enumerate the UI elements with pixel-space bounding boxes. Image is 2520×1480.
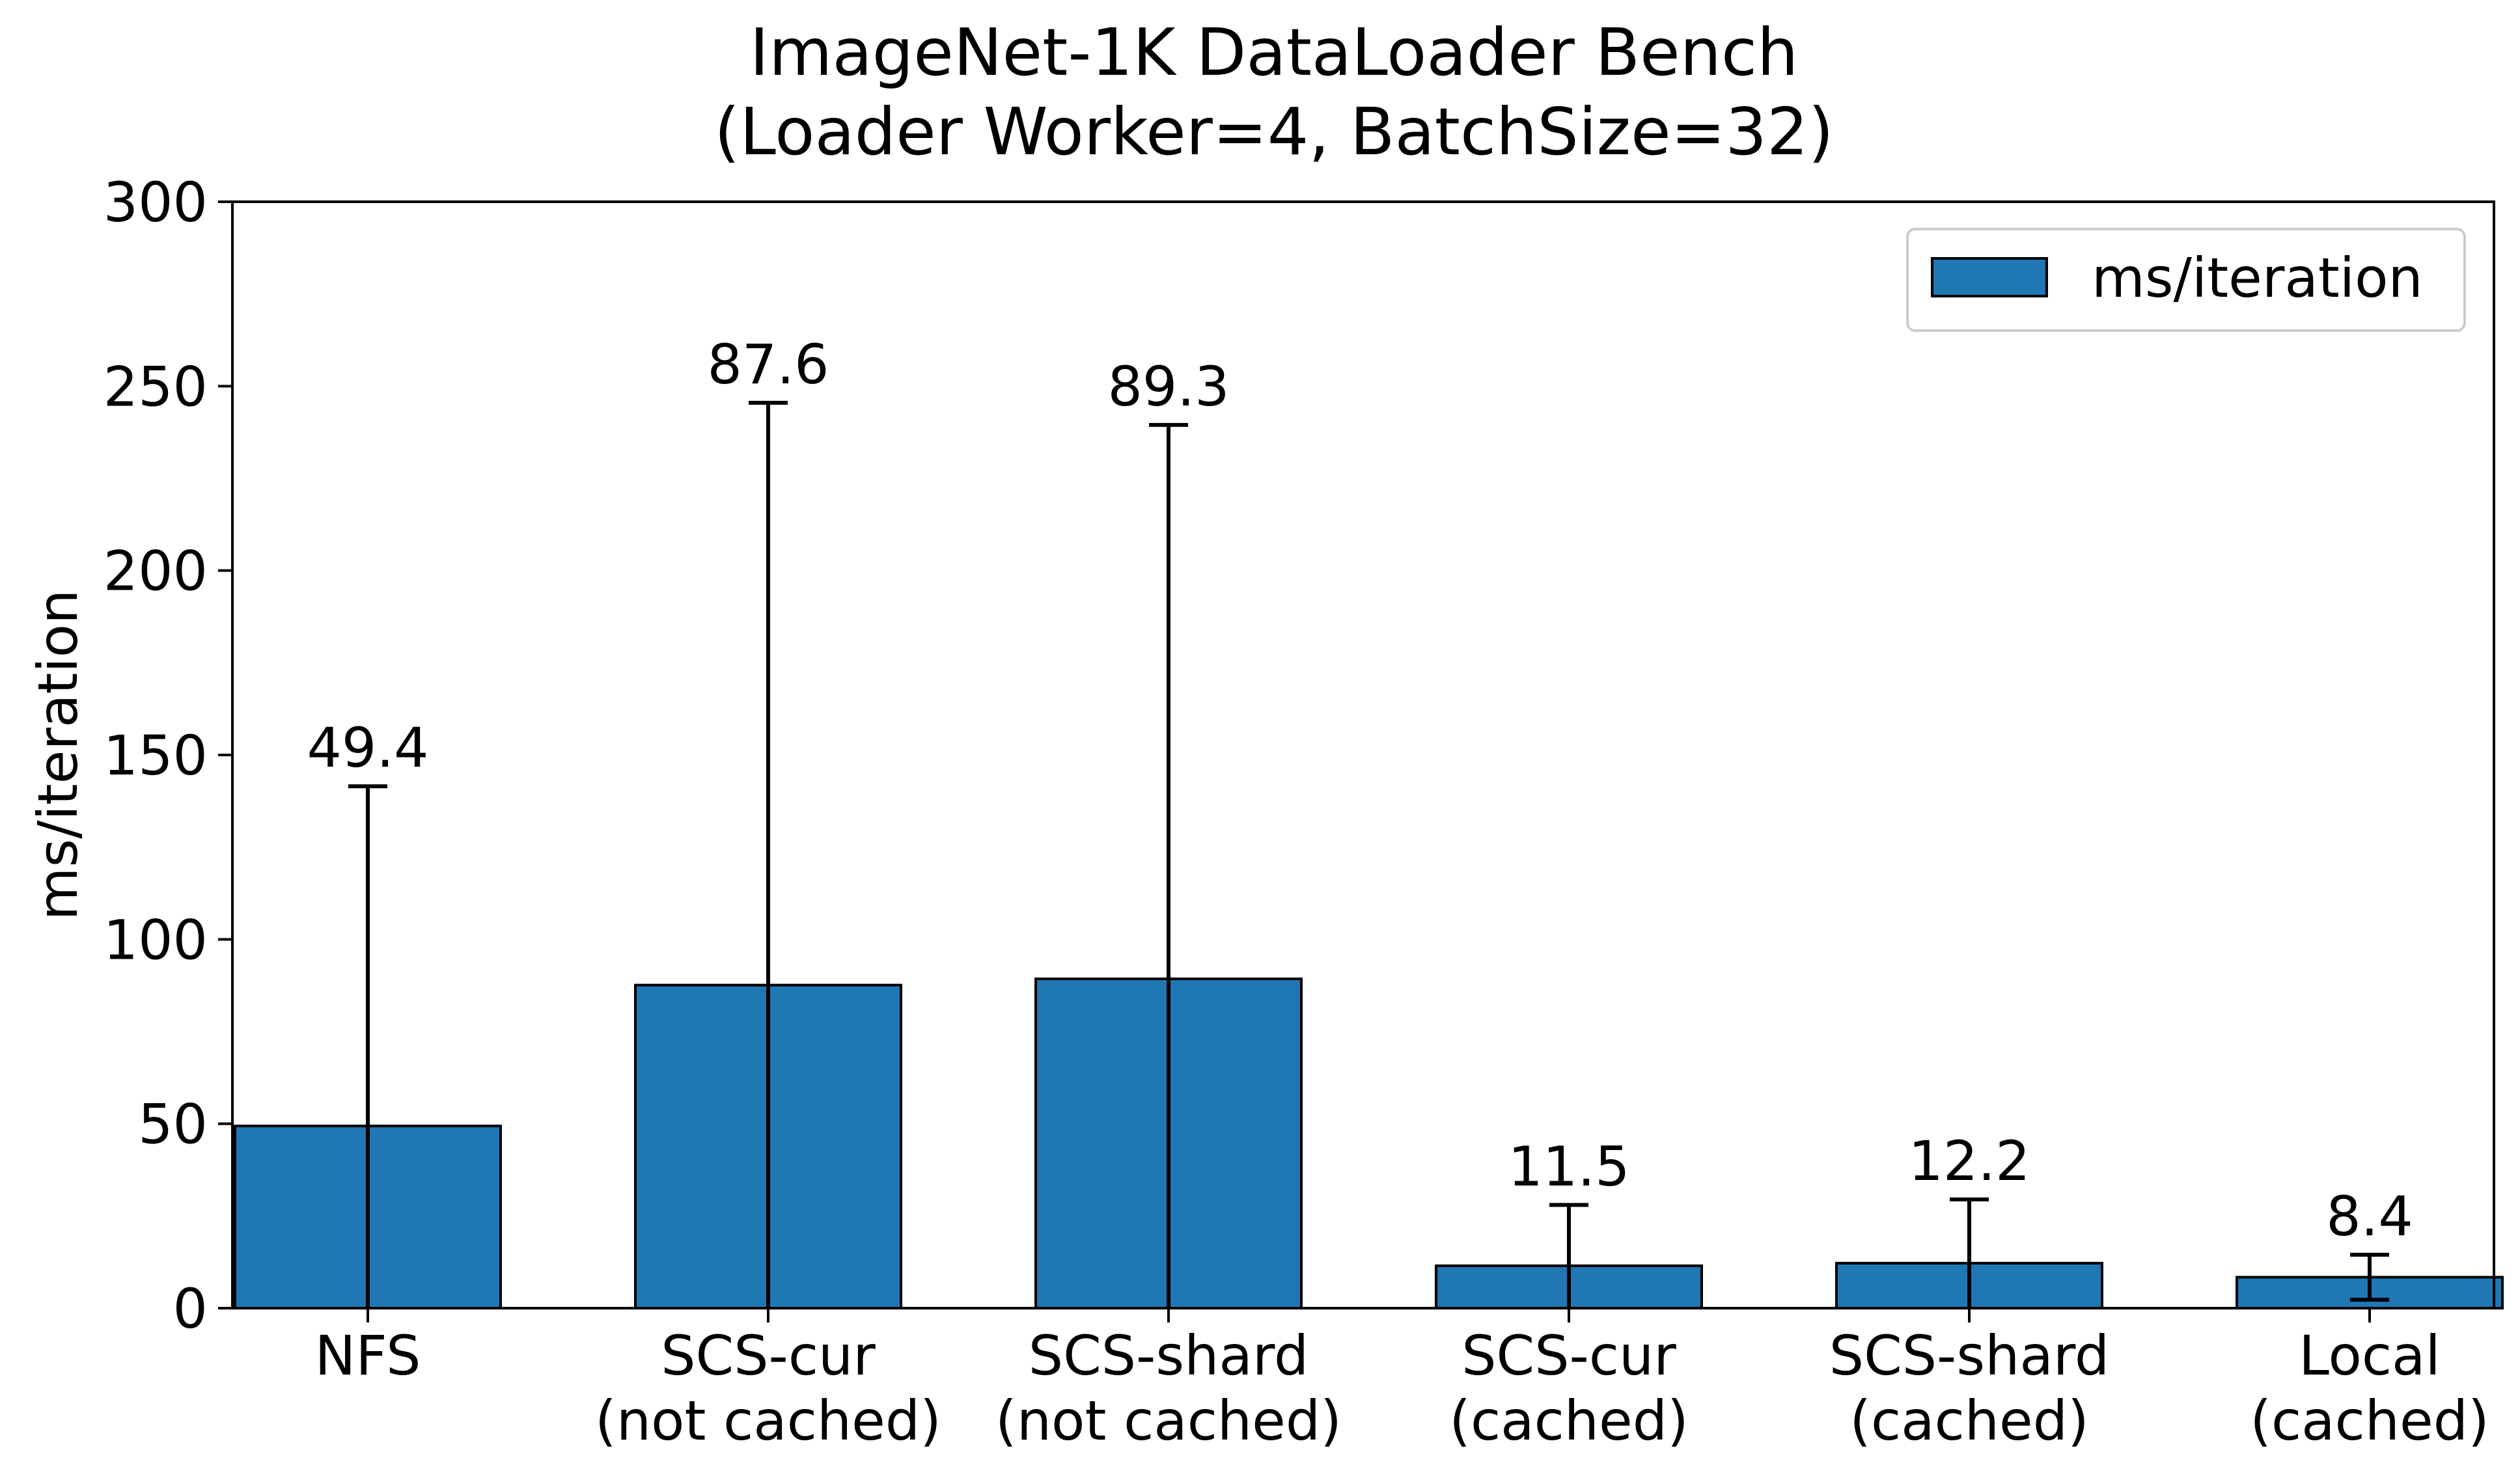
x-tick-label-line-2-1: (not cached) xyxy=(995,1389,1342,1453)
x-tick-label-2: SCS-shard (not cached) xyxy=(995,1324,1342,1453)
y-tick-label-4: 200 xyxy=(104,540,208,603)
x-tick-label-line-5-1: (cached) xyxy=(2250,1389,2489,1453)
value-label-4: 12.2 xyxy=(1908,1129,2030,1193)
chart-title-line-1: ImageNet-1K DataLoader Bench xyxy=(750,14,1799,90)
value-label-1: 87.6 xyxy=(707,333,829,396)
x-tick-label-line-4-1: (cached) xyxy=(1849,1389,2089,1453)
x-axis-ticks: NFS SCS-cur (not cached)SCS-shard (not cach… xyxy=(315,1308,2489,1453)
y-tick-label-3: 150 xyxy=(104,724,208,788)
x-tick-label-line-1-1: (not cached) xyxy=(595,1389,941,1453)
value-label-3: 11.5 xyxy=(1508,1134,1629,1198)
legend[interactable]: ms/iteration xyxy=(1906,228,2466,332)
chart-title-line-2: (Loader Worker=4, BatchSize=32) xyxy=(714,94,1833,170)
x-tick-label-0: NFS xyxy=(315,1324,421,1388)
x-tick-label-line-0-0: NFS xyxy=(315,1324,421,1388)
x-tick-label-4: SCS-shard (cached) xyxy=(1829,1324,2109,1453)
x-tick-label-line-3-1: (cached) xyxy=(1449,1389,1689,1453)
x-tick-label-3: SCS-cur (cached) xyxy=(1449,1324,1689,1453)
x-tick-label-line-2-0: SCS-shard xyxy=(1029,1324,1308,1388)
x-tick-label-1: SCS-cur (not cached) xyxy=(595,1324,941,1453)
error-bars-group xyxy=(348,400,2389,1308)
bars-group xyxy=(234,977,2504,1310)
y-tick-label-6: 300 xyxy=(104,171,208,234)
x-tick-label-line-3-0: SCS-cur xyxy=(1461,1324,1676,1388)
y-tick-label-5: 250 xyxy=(104,355,208,418)
legend-swatch xyxy=(1931,257,2048,297)
value-label-0: 49.4 xyxy=(307,716,428,780)
y-tick-label-1: 50 xyxy=(138,1093,208,1157)
value-label-5: 8.4 xyxy=(2326,1185,2413,1248)
x-tick-label-line-4-0: SCS-shard xyxy=(1829,1324,2109,1388)
value-label-2: 89.3 xyxy=(1107,355,1229,418)
y-axis-ticks: 0 50 100 150 200 250 300 xyxy=(104,171,232,1341)
legend-label: ms/iteration xyxy=(2092,246,2423,310)
value-labels-group: 49.4 87.6 89.3 11.5 12.2 8.4 xyxy=(307,333,2413,1248)
y-tick-label-0: 0 xyxy=(173,1277,208,1341)
x-tick-label-line-1-0: SCS-cur xyxy=(661,1324,876,1388)
x-tick-label-5: Local (cached) xyxy=(2250,1324,2489,1453)
plot-area-frame xyxy=(231,200,2495,1309)
legend-frame xyxy=(1906,228,2466,332)
y-tick-label-2: 100 xyxy=(104,908,208,972)
x-tick-label-line-5-0: Local xyxy=(2299,1324,2441,1388)
y-axis-label: ms/iteration xyxy=(26,590,90,921)
